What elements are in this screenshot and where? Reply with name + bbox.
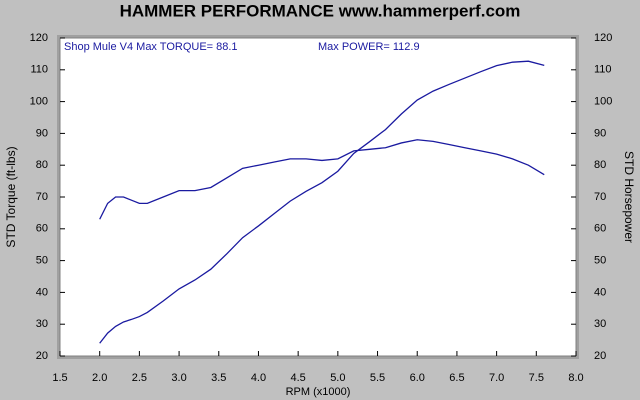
annotation: Max POWER= 112.9	[318, 41, 420, 53]
x-tick-label: 1.5	[52, 372, 67, 384]
y-tick-label: 60	[36, 223, 48, 235]
x-tick-label: 6.0	[410, 372, 425, 384]
annotation: Shop Mule V4 Max TORQUE= 88.1	[64, 41, 238, 53]
y-axis-label: STD Torque (ft-lbs)	[4, 146, 18, 247]
y-tick-label: 120	[30, 32, 48, 44]
y2-tick-label: 110	[594, 64, 612, 76]
plot-area	[59, 37, 577, 357]
y2-tick-label: 70	[594, 191, 606, 203]
x-axis-label: RPM (x1000)	[286, 386, 351, 398]
y2-tick-label: 90	[594, 127, 606, 139]
y-tick-label: 100	[30, 96, 48, 108]
x-tick-label: 3.5	[211, 372, 226, 384]
x-tick-label: 6.5	[449, 372, 464, 384]
x-tick-label: 8.0	[568, 372, 583, 384]
y-tick-label: 30	[36, 318, 48, 330]
y2-axis-label: STD Horsepower	[622, 151, 636, 243]
series-line	[99, 60, 545, 344]
chart-title: HAMMER PERFORMANCE www.hammerperf.com	[120, 1, 521, 20]
x-tick-label: 3.0	[171, 372, 186, 384]
y2-tick-label: 80	[594, 159, 606, 171]
y2-tick-label: 60	[594, 223, 606, 235]
y-tick-label: 90	[36, 127, 48, 139]
x-tick-label: 2.0	[92, 372, 107, 384]
y2-tick-label: 50	[594, 255, 606, 267]
x-tick-label: 4.0	[251, 372, 266, 384]
y-tick-label: 20	[36, 350, 48, 362]
x-tick-label: 4.5	[291, 372, 306, 384]
x-tick-label: 7.0	[489, 372, 504, 384]
y2-tick-label: 100	[594, 96, 612, 108]
x-tick-label: 2.5	[132, 372, 147, 384]
y-tick-label: 110	[30, 64, 48, 76]
x-tick-label: 7.5	[529, 372, 544, 384]
y-tick-label: 40	[36, 286, 48, 298]
y2-tick-label: 120	[594, 32, 612, 44]
x-tick-label: 5.0	[330, 372, 345, 384]
y-tick-label: 80	[36, 159, 48, 171]
y2-tick-label: 20	[594, 350, 606, 362]
x-tick-label: 5.5	[370, 372, 385, 384]
y2-tick-label: 40	[594, 286, 606, 298]
series-line	[99, 139, 545, 220]
y2-tick-label: 30	[594, 318, 606, 330]
y-tick-label: 50	[36, 255, 48, 267]
y-tick-label: 70	[36, 191, 48, 203]
